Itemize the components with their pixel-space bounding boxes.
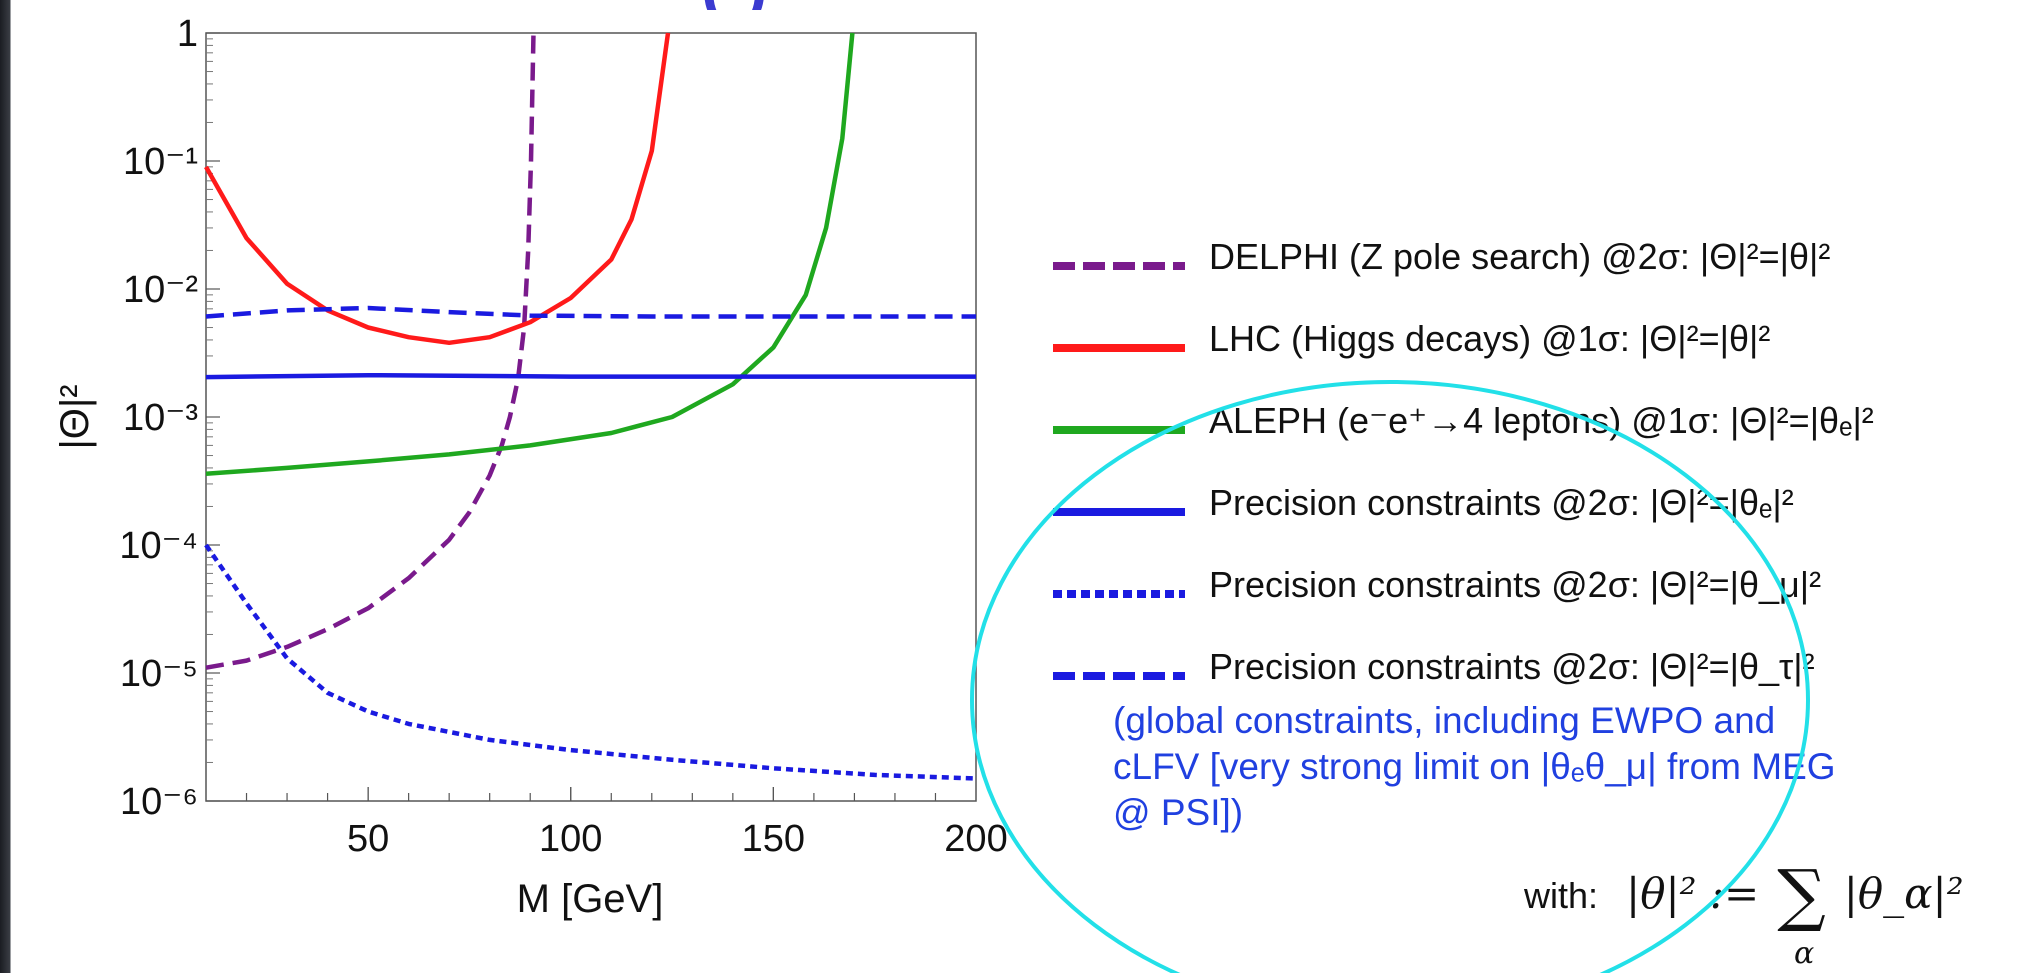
y-tick-label: 10⁻³ [123, 397, 198, 439]
constraints-note: (global constraints, including EWPO and … [1113, 698, 1943, 836]
legend-label: Precision constraints @2σ: |Θ|²=|θₑ|² [1209, 482, 1794, 523]
x-tick-label: 50 [347, 818, 389, 860]
legend-label: Precision constraints @2σ: |Θ|²=|θ_τ|² [1209, 646, 1815, 687]
y-axis-label: |Θ|² [53, 384, 97, 449]
legend-label: DELPHI (Z pole search) @2σ: |Θ|²=|θ|² [1209, 236, 1831, 277]
chart: 50 100 150 200 1 10⁻¹ 10⁻² 10⁻³ 10⁻⁴ 10⁻⁵ 10⁻⁶ M [… [53, 13, 1008, 921]
plot-frame [205, 32, 977, 802]
y-tick-label: 10⁻⁶ [120, 781, 198, 823]
legend: DELPHI (Z pole search) @2σ: |Θ|²=|θ|² LHC… [1053, 230, 2013, 722]
series-line-2 [204, 32, 671, 346]
legend-entry: Precision constraints @2σ: |Θ|²=|θ_μ|² [1053, 558, 2013, 640]
note-line-2: cLFV [very strong limit on |θₑθ_μ| from … [1113, 746, 1836, 787]
series-line-1 [205, 32, 536, 670]
slide-heading-fragment: ( ) [701, 0, 1481, 10]
series-line-4 [205, 372, 976, 380]
legend-swatch [1053, 344, 1185, 352]
y-tick-label: 10⁻² [123, 269, 198, 311]
legend-swatch [1053, 672, 1185, 680]
formula-rhs: |θ_α|² [1843, 869, 1964, 918]
legend-swatch [1053, 262, 1185, 270]
legend-entry: LHC (Higgs decays) @1σ: |Θ|²=|θ|² [1053, 312, 2013, 394]
formula-sum-symbol: ∑ [1777, 856, 1826, 935]
x-axis-label: M [GeV] [517, 877, 664, 921]
series-line-5 [204, 543, 977, 781]
y-tick-label: 1 [177, 13, 198, 55]
legend-swatch [1053, 590, 1185, 598]
legend-entry: DELPHI (Z pole search) @2σ: |Θ|²=|θ|² [1053, 230, 2013, 312]
formula-prefix: with: [1524, 875, 1599, 916]
legend-entry: ALEPH (e⁻e⁺→4 leptons) @1σ: |Θ|²=|θₑ|² [1053, 394, 2013, 476]
y-tick-label: 10⁻¹ [123, 141, 198, 183]
formula-lhs: |θ|² := [1626, 869, 1760, 918]
note-line-1: (global constraints, including EWPO and [1113, 700, 1776, 741]
x-tick-label: 100 [539, 818, 602, 860]
legend-label: Precision constraints @2σ: |Θ|²=|θ_μ|² [1209, 564, 1822, 605]
legend-label: ALEPH (e⁻e⁺→4 leptons) @1σ: |Θ|²=|θₑ|² [1209, 400, 1874, 441]
legend-label: LHC (Higgs decays) @1σ: |Θ|²=|θ|² [1209, 318, 1771, 359]
y-tick-label: 10⁻⁴ [119, 525, 198, 567]
x-tick-label: 150 [742, 818, 805, 860]
legend-entry: Precision constraints @2σ: |Θ|²=|θₑ|² [1053, 476, 2013, 558]
series-line-6 [205, 305, 976, 319]
tick-marks [206, 32, 937, 802]
x-tick-label: 200 [944, 818, 1007, 860]
theta-definition-formula: with: |θ|² := ∑ |θ_α|² α [1524, 856, 1964, 971]
series-layer [204, 32, 977, 781]
y-tick-label: 10⁻⁵ [120, 653, 198, 695]
formula-sum-index: α [1794, 936, 1815, 971]
note-line-3: @ PSI]) [1113, 792, 1244, 833]
legend-swatch [1053, 426, 1185, 434]
series-line-3 [205, 32, 855, 477]
legend-swatch [1053, 508, 1185, 516]
tick-labels: 50 100 150 200 1 10⁻¹ 10⁻² 10⁻³ 10⁻⁴ 10⁻⁵ 10⁻⁶ [119, 13, 1007, 860]
